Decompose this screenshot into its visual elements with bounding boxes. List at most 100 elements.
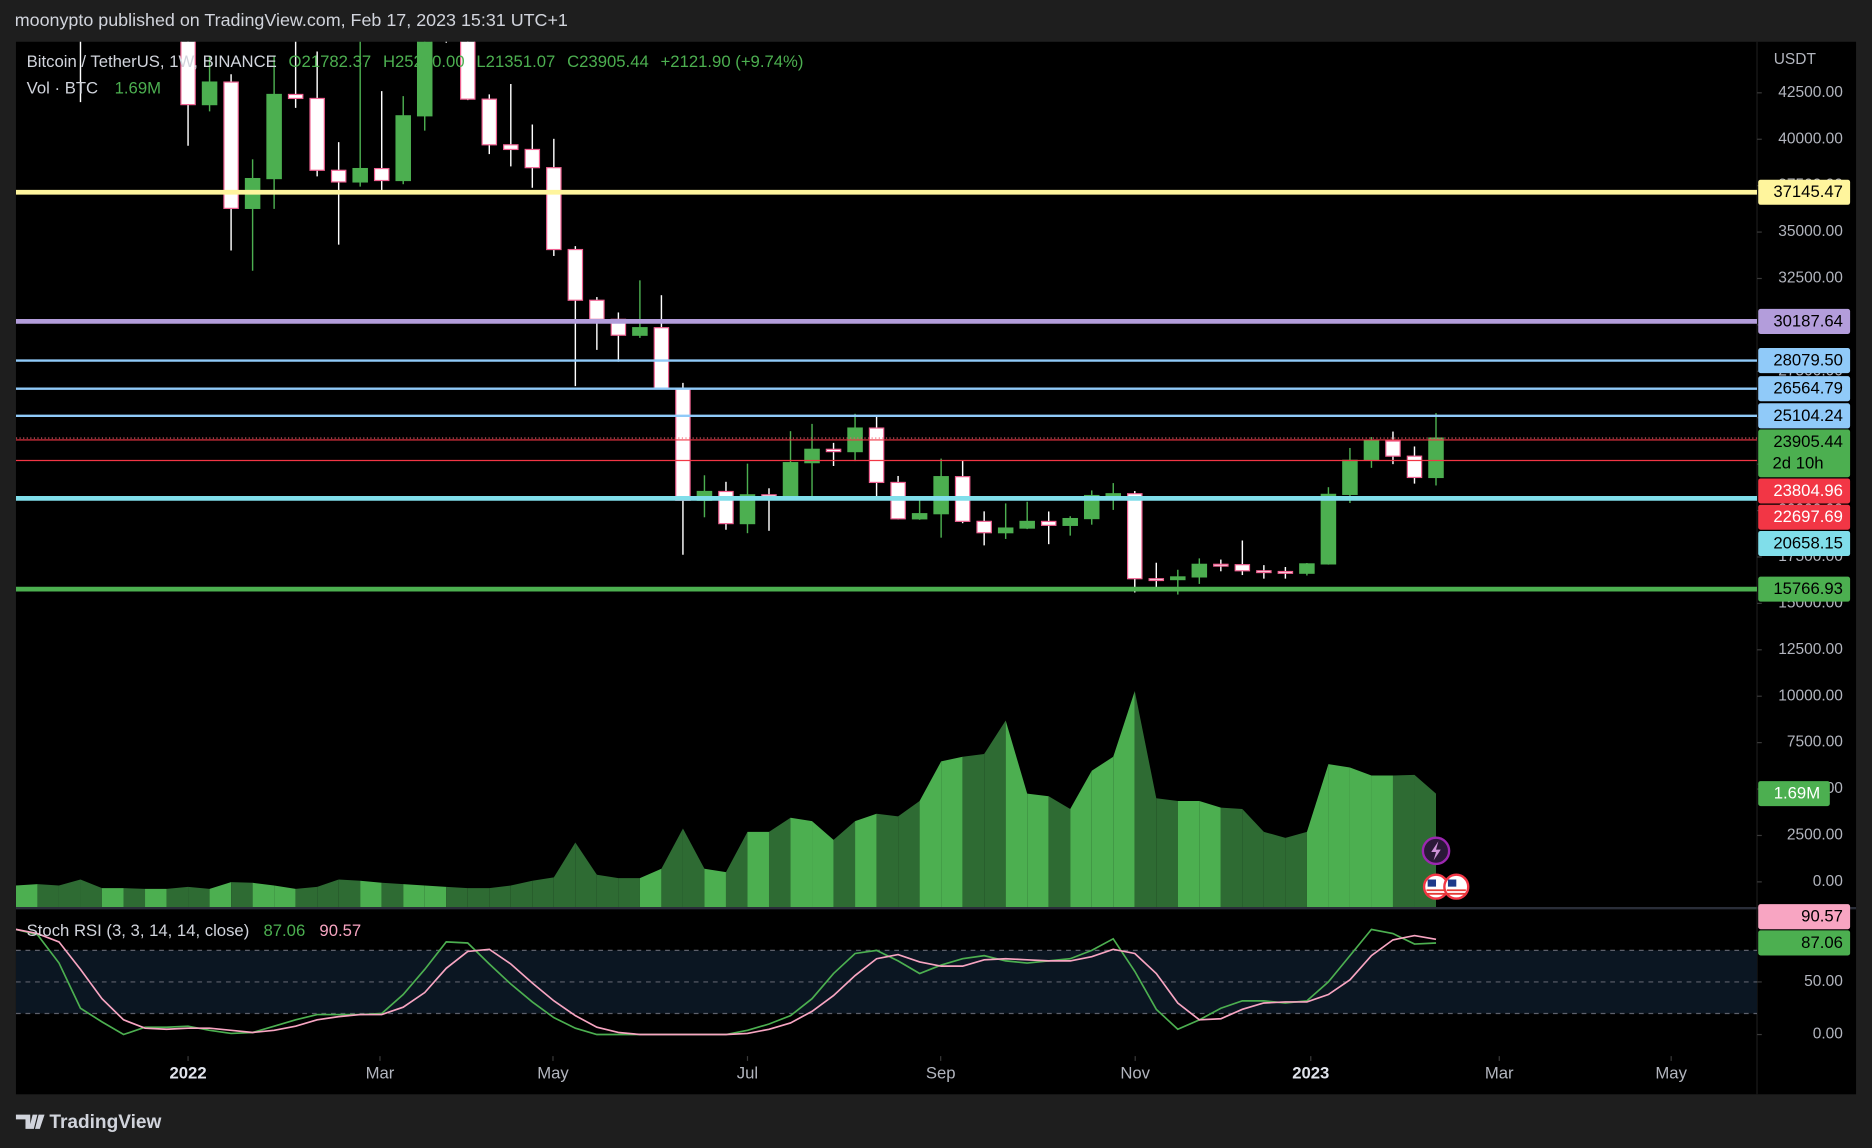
countdown-label: 2d 10h [1773,454,1824,473]
volume-segment [1177,800,1200,907]
candle-body [1385,440,1401,457]
y-tick-label: 40000.00 [1778,130,1843,147]
volume-segment [1263,831,1286,907]
volume-segment [876,813,899,907]
candle-body [1363,440,1380,461]
volume-segment [1070,770,1092,907]
level-price-label-bg [1758,179,1851,205]
volume-segment [532,877,554,907]
volume-segment [1371,775,1393,907]
y-tick-label: 32500.00 [1778,270,1843,287]
candle-body [416,41,433,117]
volume-segment [1134,690,1157,907]
candle-body [1040,520,1057,526]
volume-segment [553,842,576,907]
y-tick-label: 2500.00 [1787,827,1843,844]
volume-segment [424,885,447,907]
volume-segment [188,886,210,907]
candle-body [632,327,648,336]
last-price-label-bg [1758,429,1851,478]
flag-canton [1447,879,1457,887]
stoch-line [15,928,1437,1036]
candle-body [1299,563,1315,574]
candle-body [287,93,304,100]
volume-segment [252,882,275,907]
legend-low: L21351.07 [476,53,555,72]
volume-segment [833,821,856,907]
level-price-label-bg [1758,504,1851,530]
candle-layer [79,41,1444,595]
candle-body [201,81,218,106]
candle-body [1213,563,1229,567]
candle-body [868,427,885,484]
volume-legend: Vol · BTC 1.69M [27,79,161,98]
stoch-value-label-bg [1758,904,1851,930]
volume-segment [101,888,124,907]
volume-segment [360,880,382,907]
volume-segment [338,879,361,907]
volume-segment [682,828,705,907]
volume-segment [446,886,468,907]
volume-segment [1285,831,1307,907]
candle-body [1428,437,1444,479]
volume-segment [1414,774,1437,907]
stoch-tick-label: 50.00 [1804,973,1843,990]
volume-segment [1091,756,1114,907]
volume-segment [1027,793,1049,907]
volume-segment [489,885,511,907]
candle-body [589,299,605,320]
candle-body [1406,455,1423,479]
volume-legend-name: Vol · BTC [27,79,98,98]
event-icons [1421,836,1470,900]
candle-body [1191,563,1208,578]
candle-body [309,97,325,171]
volume-segment [1328,764,1350,907]
volume-segment [575,842,597,907]
level-price-label: 22697.69 [1773,507,1843,526]
x-tick-label: Jul [737,1063,758,1082]
stoch-legend-k: 87.06 [263,921,305,940]
candle-body [373,167,390,182]
candle-body [1127,493,1143,580]
stoch-legend-title: Stoch RSI (3, 3, 14, 14, close) [27,921,250,940]
candle-body [1342,459,1358,495]
volume-segment [145,888,167,907]
candle-body [180,41,196,106]
volume-segment [1306,764,1329,907]
volume-layer [15,690,1437,907]
volume-segment [317,879,339,907]
volume-segment [1005,720,1028,907]
candle-body [782,462,799,497]
candle-body [395,115,411,182]
x-tick-label: Sep [926,1063,956,1082]
level-price-label: 25104.24 [1773,406,1843,425]
volume-segment [639,868,662,907]
volume-segment [15,884,38,907]
volume-segment [704,868,726,907]
candle-body [825,448,842,453]
level-price-label-bg [1758,530,1851,557]
level-layer [15,189,1758,592]
volume-segment [596,874,619,907]
candle-body [481,98,498,146]
candle-body [804,448,820,464]
y-tick-label: 12500.00 [1778,641,1843,658]
level-price-label-bg [1758,376,1851,402]
logo-glyph [15,1114,45,1129]
volume-segment [1220,807,1243,907]
x-tick-label: Mar [1485,1063,1514,1082]
candle-body [460,41,476,100]
axis-layer: 0.002500.005000.007500.0010000.0012500.0… [169,84,1851,1082]
candle-body [911,513,928,520]
volume-segment [919,761,942,907]
volume-segment [855,813,877,907]
candle-body [1083,494,1100,520]
candle-body [503,144,519,151]
level-price-label-bg [1758,403,1851,429]
volume-segment [37,884,59,907]
candle-body [546,167,562,251]
footer-brand: TradingView [49,1112,161,1133]
lightning-glyph [1431,841,1441,861]
publish-header: moonypto published on TradingView.com, F… [15,10,568,30]
candle-body [1277,570,1294,574]
